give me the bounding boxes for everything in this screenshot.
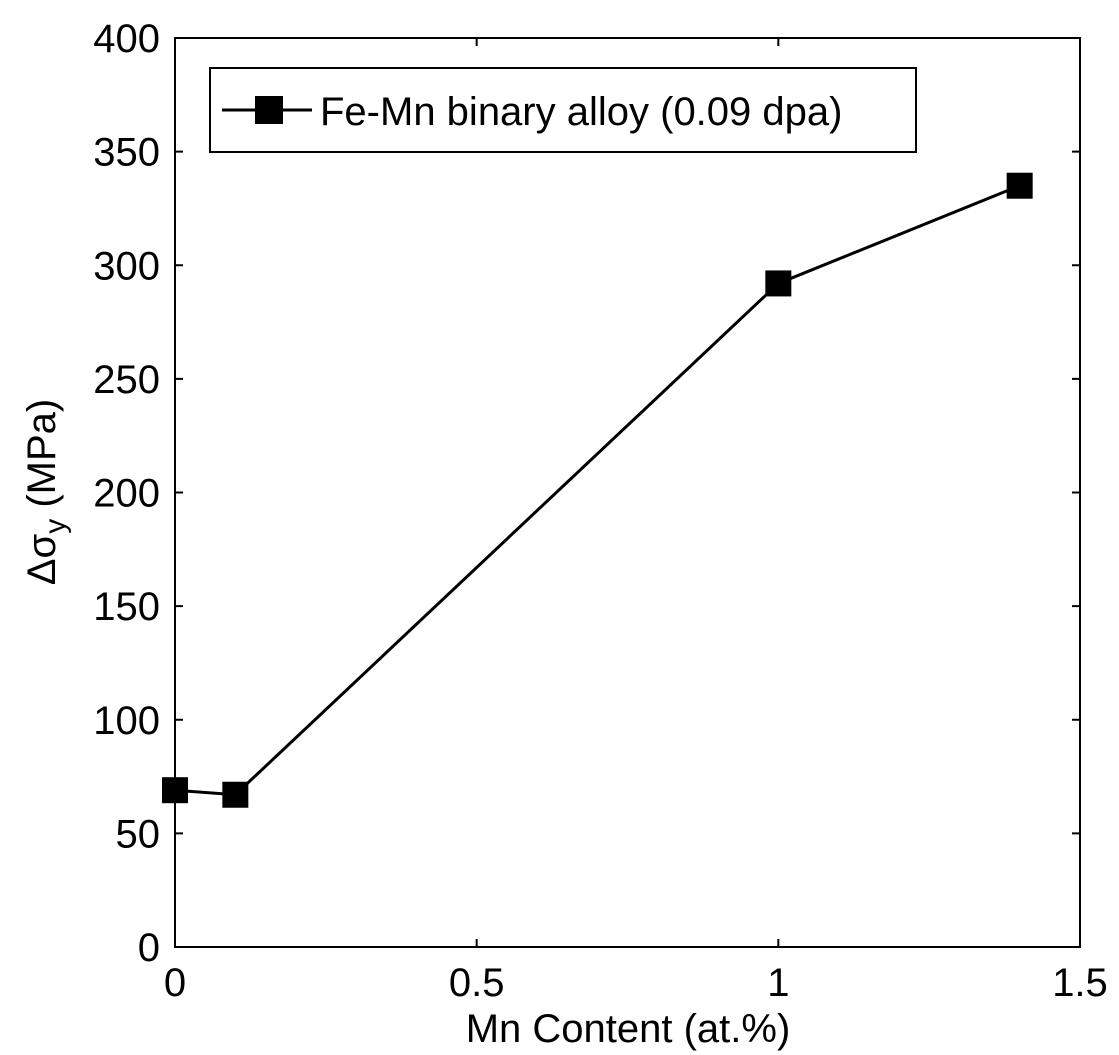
legend-box (209, 67, 917, 153)
x-axis-title: Mn Content (at.%) (466, 1007, 791, 1051)
plot-frame (174, 37, 1081, 948)
series-layer (162, 172, 1033, 808)
y-axis-tick-labels: 0 50 100 150 200 250 300 350 400 (93, 17, 160, 970)
y-tick-label: 250 (93, 358, 160, 402)
x-tick-label: 1 (767, 961, 789, 1005)
x-axis-tick-labels: 0 0.5 1 1.5 (164, 961, 1108, 1005)
x-tick-label: 0 (164, 961, 186, 1005)
x-tick-label: 0.5 (449, 961, 505, 1005)
legend-marker-square (255, 96, 283, 124)
y-axis-title-suffix: (MPa) (20, 399, 64, 519)
y-axis-title: Δσy (MPa) (20, 399, 72, 585)
y-tick-label: 400 (93, 17, 160, 61)
legend-label: Fe-Mn binary alloy (0.09 dpa) (320, 90, 842, 134)
y-tick-label: 50 (116, 812, 161, 856)
y-axis-title-subscript: y (39, 519, 72, 534)
y-tick-label: 150 (93, 585, 160, 629)
data-point-marker (1006, 172, 1033, 199)
y-tick-label: 300 (93, 244, 160, 288)
data-point-marker (765, 270, 792, 297)
y-tick-label: 200 (93, 472, 160, 516)
y-tick-label: 100 (93, 699, 160, 743)
data-point-marker (222, 781, 249, 808)
series-line (174, 184, 1021, 797)
y-tick-label: 350 (93, 131, 160, 175)
y-tick-label: 0 (138, 926, 160, 970)
x-tick-label: 1.5 (1052, 961, 1108, 1005)
legend: Fe-Mn binary alloy (0.09 dpa) (209, 67, 917, 153)
y-axis-title-prefix: Δσ (20, 533, 64, 585)
